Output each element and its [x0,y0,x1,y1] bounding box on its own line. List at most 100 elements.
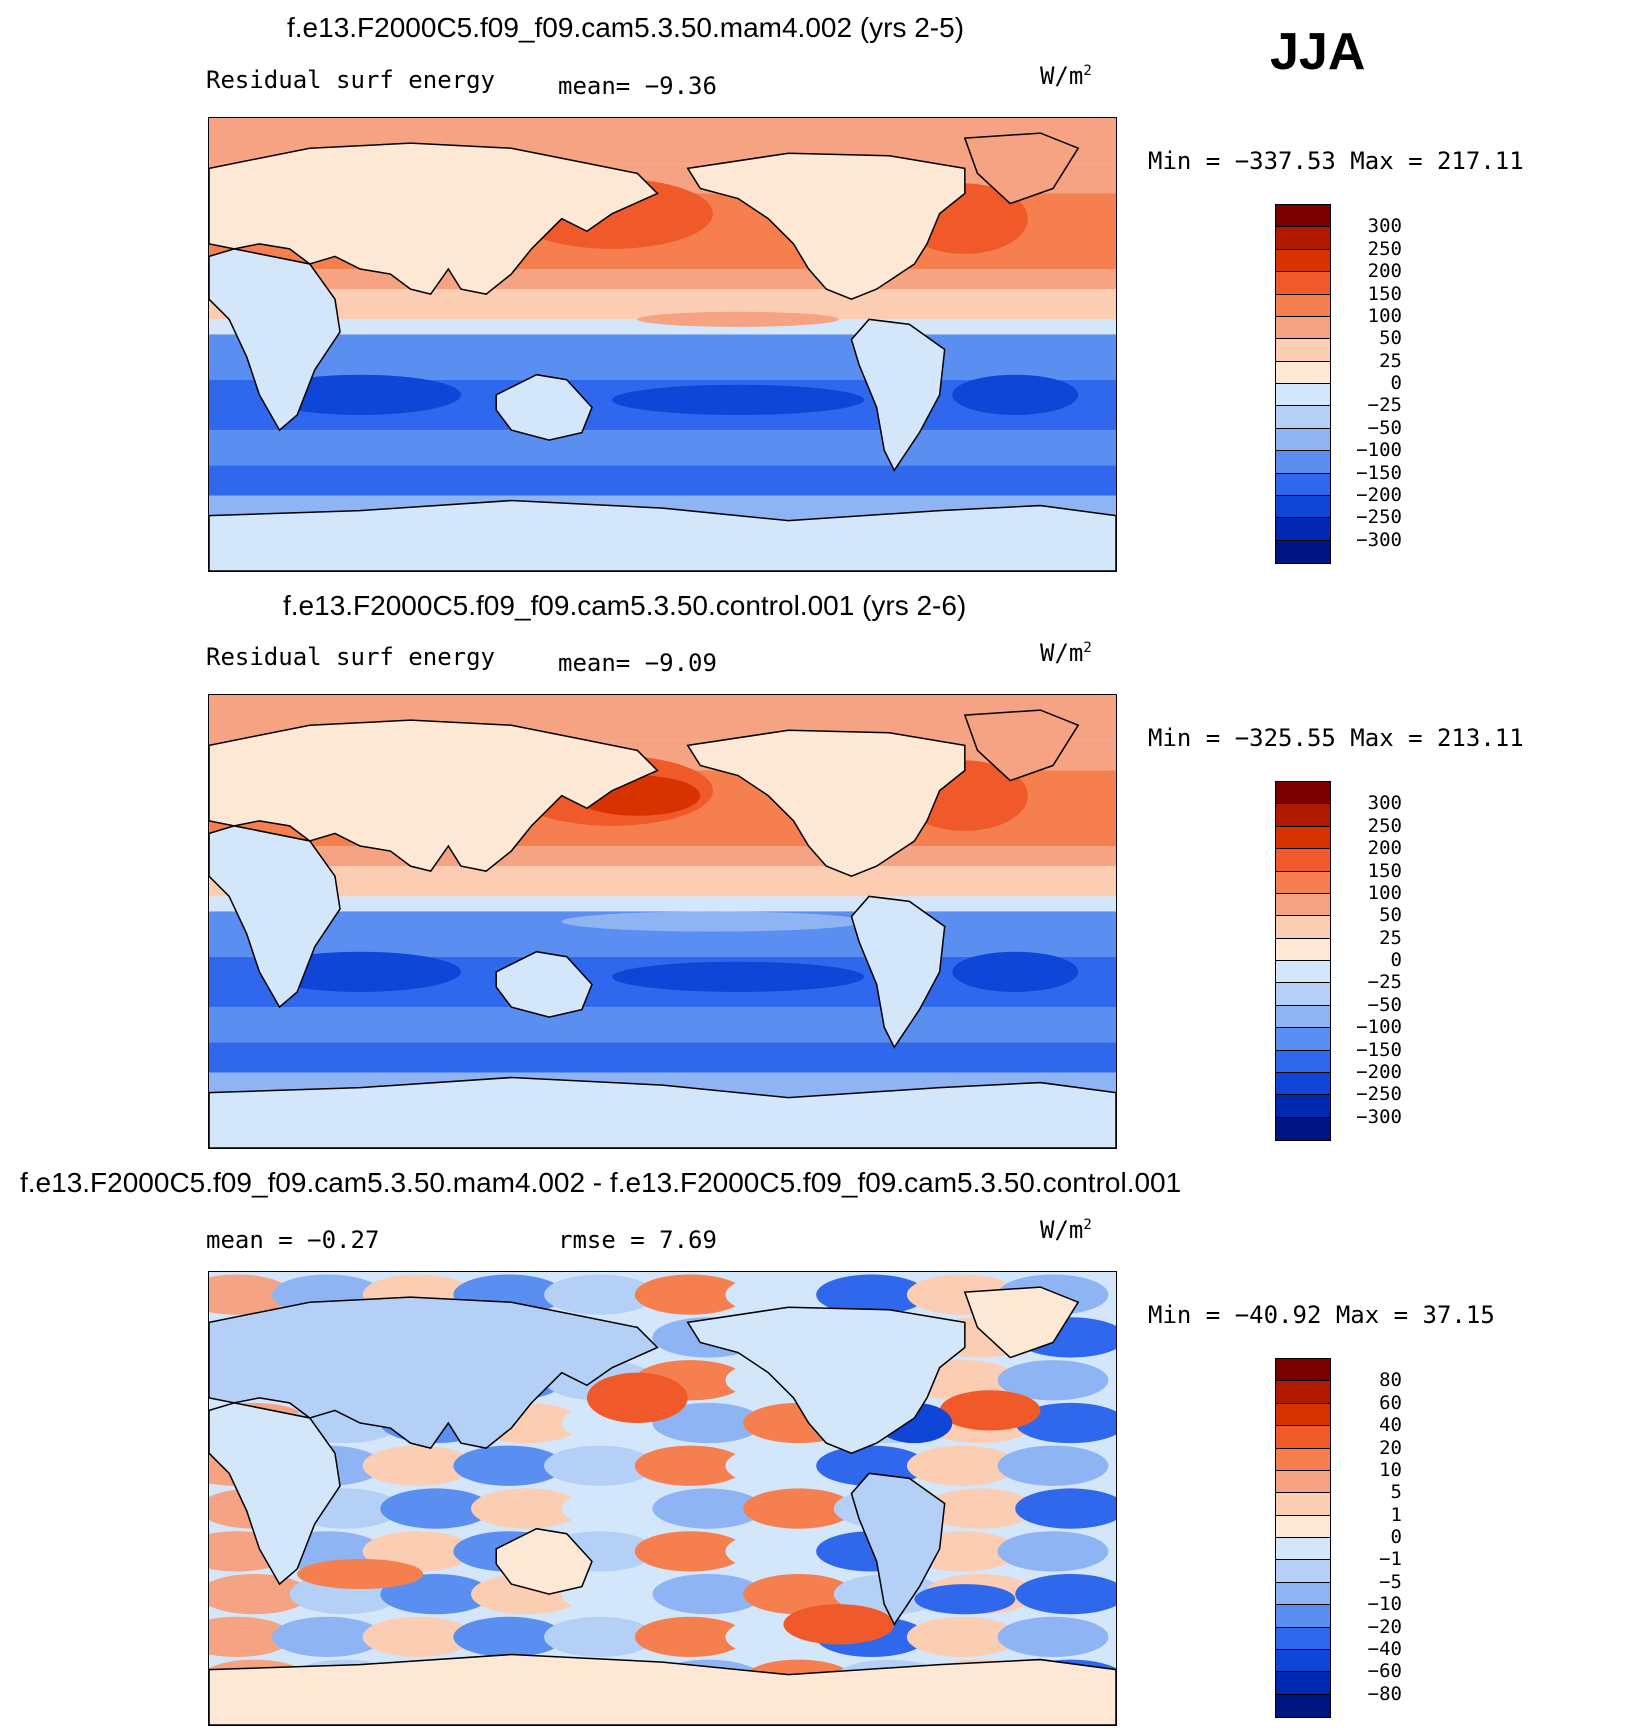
colorbar-label: 150 [1367,282,1402,305]
coastline [209,248,341,432]
colorbar-swatch [1276,782,1330,805]
field-blob [924,1488,1036,1529]
colorbar-swatch [1276,938,1330,961]
panel-1-colorbar-labels: 300 250 200 150 100 50 25 0 −25 −50 −100 −150 −200 −2… [1330,204,1402,562]
panel-1-colorbar [1275,204,1331,564]
colorbar-label: 200 [1367,837,1402,860]
colorbar-label: −250 [1356,506,1402,529]
field-blob [634,1445,746,1486]
coastline [209,719,659,873]
season-label: JJA [1270,23,1366,81]
field-blob [297,1558,424,1590]
colorbar-swatch [1276,1028,1330,1051]
coastline [686,152,966,301]
colorbar-swatch [1276,1403,1330,1427]
field-blob [952,374,1079,415]
colorbar-swatch [1276,339,1330,362]
colorbar-swatch [1276,804,1330,827]
field-blob [952,951,1079,992]
colorbar-label: 300 [1367,792,1402,815]
colorbar-swatch [1276,518,1330,541]
colorbar-swatch [1276,1448,1330,1471]
colorbar-label: 5 [1390,1481,1402,1504]
colorbar-swatch [1276,826,1330,850]
colorbar-label: 250 [1367,814,1402,837]
field-blob [209,1574,310,1615]
field-blob [652,1574,764,1615]
field-blob [209,1616,293,1658]
colorbar-label: 100 [1367,881,1402,904]
colorbar-swatch [1276,1649,1330,1673]
colorbar-swatch [1276,227,1330,250]
panel-1-variable-label: Residual surf energy [206,66,495,94]
colorbar-label: 200 [1367,260,1402,283]
colorbar-swatch [1276,961,1330,984]
field-blob [259,951,461,992]
colorbar-swatch [1276,1050,1330,1073]
colorbar-swatch [1276,1381,1330,1404]
colorbar-swatch [1276,406,1330,429]
colorbar-swatch [1276,272,1330,295]
field-blob [939,1390,1041,1431]
colorbar-label: −200 [1356,1060,1402,1083]
field-blob [453,1445,565,1486]
field-blob [453,1616,565,1658]
field-blob [544,1445,655,1486]
colorbar-label: −300 [1356,528,1402,551]
colorbar-swatch [1276,1005,1330,1029]
panel-2-colorbar [1275,781,1331,1141]
colorbar-swatch [1276,451,1330,474]
field-blob [637,311,839,327]
field-blob [209,1274,293,1315]
colorbar-swatch [1276,1359,1330,1382]
field-blob [906,1445,1018,1486]
colorbar-label: −300 [1356,1105,1402,1128]
field-band [209,896,1116,912]
colorbar-label: 300 [1367,215,1402,238]
panel-1-minmax: Min = −337.53 Max = 217.11 [1148,147,1524,175]
colorbar-swatch [1276,1095,1330,1118]
colorbar-swatch [1276,849,1330,872]
colorbar-label: −50 [1367,993,1402,1016]
field-band [209,1042,1116,1073]
colorbar-label: −25 [1367,971,1402,994]
colorbar-label: 60 [1379,1391,1402,1414]
field-band [209,1007,1116,1043]
colorbar-label: 10 [1379,1458,1402,1481]
colorbar-label: 1 [1390,1503,1402,1526]
field-blob [634,1274,746,1315]
colorbar-swatch [1276,1694,1330,1717]
colorbar-swatch [1276,495,1330,519]
field-band [209,465,1116,496]
panel-2-map [208,694,1117,1149]
field-blob [634,1531,746,1572]
panel-2-mean-label: mean= −9.09 [558,649,717,677]
field-blob [612,384,865,415]
colorbar-label: 100 [1367,304,1402,327]
coastline [209,1402,341,1586]
field-blob [725,1445,837,1486]
coastline [850,895,946,1049]
colorbar-swatch [1276,540,1330,563]
field-blob [362,1445,474,1486]
field-blob [271,1616,383,1658]
field-blob [586,1372,688,1423]
colorbar-label: −25 [1367,394,1402,417]
panel-3-colorbar [1275,1358,1331,1718]
field-blob [816,1445,928,1486]
field-blob [816,1274,928,1315]
colorbar-label: −60 [1367,1660,1402,1683]
field-blob [259,374,461,415]
colorbar-swatch [1276,1538,1330,1561]
field-blob [561,911,865,932]
colorbar-label: 80 [1379,1369,1402,1392]
colorbar-swatch [1276,1426,1330,1449]
field-band [209,289,1116,320]
panel-3-rmse-label: rmse = 7.69 [558,1226,717,1254]
coastline [209,825,341,1009]
coastline [495,950,593,1018]
colorbar-label: 25 [1379,926,1402,949]
panel-3-mean-label: mean = −0.27 [206,1226,380,1254]
panel-3-colorbar-labels: 80 60 40 20 10 5 1 0 −1 −5 −10 −20 −40 −60 −80 [1330,1358,1402,1716]
colorbar-label: −250 [1356,1083,1402,1106]
